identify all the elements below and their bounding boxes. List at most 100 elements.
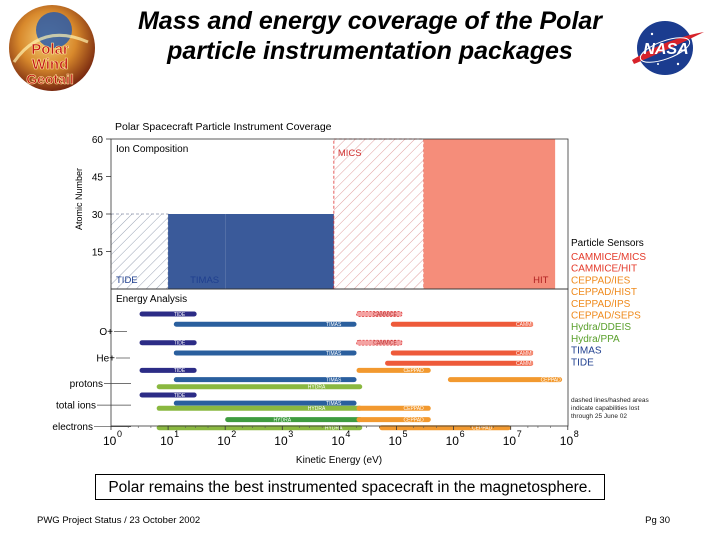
nasa-star: [650, 32, 654, 36]
energy-bar-hydra: [225, 417, 363, 423]
logo-text-wind: Wind: [32, 56, 69, 73]
species-label: total ions: [56, 401, 96, 412]
energy-bar-label: CEPPAD: [472, 426, 493, 432]
logo-text-geotail: Geotail: [26, 71, 73, 87]
coverage-region-hit: [423, 139, 556, 289]
energy-bar-label: TIMAS: [326, 322, 342, 328]
energy-bar-label: CAMMICE: [516, 361, 540, 367]
energy-bar-label: TIMAS: [326, 401, 342, 407]
caption: Polar remains the best instrumented spac…: [108, 479, 592, 496]
energy-bar-timas: [173, 400, 357, 406]
species-label: O+: [99, 327, 113, 338]
energy-bar-label: TIDE: [174, 393, 186, 399]
x-tick-label: 10: [160, 434, 174, 448]
legend-note: dashed lines/hashed areas: [571, 397, 649, 404]
energy-bar-tide: [139, 311, 197, 317]
nasa-orbit: [639, 37, 691, 63]
energy-bar-ceppad: [379, 425, 511, 431]
energy-bar-label: TIMAS: [326, 377, 342, 383]
energy-bar-ceppad: [356, 367, 431, 373]
y-tick-label: 60: [92, 135, 104, 146]
energy-bar-label: HYDRA: [308, 406, 326, 412]
y-axis-label: Atomic Number: [74, 168, 84, 230]
x-tick-label: 10: [217, 434, 231, 448]
polar-wind-geotail-logo: Polar Wind Geotail: [9, 5, 95, 91]
species-label: protons: [70, 379, 103, 390]
x-tick-label: 10: [389, 434, 403, 448]
y-tick-label: 30: [92, 210, 104, 221]
species-label: He+: [96, 354, 115, 365]
bottom-panel-subtitle: Energy Analysis: [116, 294, 187, 305]
x-axis-label: Kinetic Energy (eV): [296, 455, 382, 466]
energy-bar-cammice: [390, 350, 534, 356]
legend-entry: Hydra/PPA: [571, 334, 620, 345]
region-label: HIT: [533, 275, 549, 286]
energy-bar-tide: [139, 392, 197, 398]
legend-entry: CEPPAD/HIST: [571, 287, 637, 298]
coverage-region-timas: [225, 214, 334, 289]
legend-entry: CAMMICE/MICS: [571, 252, 646, 263]
x-tick-exponent: 5: [403, 429, 408, 439]
energy-bar-label: HYDRA: [308, 385, 326, 391]
legend-entry: TIMAS: [571, 346, 602, 357]
x-tick-exponent: 3: [288, 429, 293, 439]
legend-note: indicate capabilities lost: [571, 405, 639, 412]
energy-analysis-panel: TIDE TIMAS CAMMICE CAMMICE TIDE TIMAS CAMMICE C…: [139, 311, 563, 432]
logo-text-polar: Polar: [31, 41, 69, 58]
energy-bar-label: CEPPAD: [404, 406, 425, 412]
logo-globe: [9, 5, 95, 91]
legend-entry: CEPPAD/SEPS: [571, 311, 641, 322]
x-tick-label: 10: [103, 434, 117, 448]
ion-composition-panel: TIDE TIMAS MICS HIT: [110, 138, 556, 290]
energy-bar-timas: [173, 321, 357, 327]
region-label: TIDE: [116, 275, 138, 286]
page-number: Pg 30: [645, 515, 670, 526]
energy-bar-tide: [139, 340, 197, 346]
x-tick-exponent: 8: [574, 429, 579, 439]
x-tick-exponent: 4: [345, 429, 350, 439]
chart-title: Polar Spacecraft Particle Instrument Cov…: [115, 121, 332, 133]
legend-entry: TIDE: [571, 357, 594, 368]
x-tick-exponent: 2: [231, 429, 236, 439]
x-tick-label: 10: [331, 434, 345, 448]
x-tick-label: 10: [274, 434, 288, 448]
x-tick-exponent: 0: [117, 429, 122, 439]
energy-bar-label: CEPPAD: [541, 377, 562, 383]
energy-bar-ceppad: [447, 377, 563, 383]
energy-bar-label: CEPPAD: [404, 368, 425, 374]
energy-bar-label: HYDRA: [325, 426, 343, 432]
x-tick-label: 10: [446, 434, 460, 448]
logo-swirl: [12, 33, 89, 63]
x-tick-label: 10: [503, 434, 517, 448]
species-labels: O+ He+ protons total ions electrons: [52, 327, 131, 433]
footer-left: PWG Project Status / 23 October 2002: [37, 515, 201, 526]
energy-bar-label: CAMMICE: [516, 322, 540, 328]
energy-bar-label: CAMMICE: [373, 312, 397, 318]
energy-bar-timas: [173, 377, 357, 383]
energy-bar-label: TIMAS: [326, 351, 342, 357]
energy-bar-cammice: [385, 360, 534, 366]
x-tick-exponent: 7: [517, 429, 522, 439]
energy-bar-hydra: [156, 405, 363, 411]
energy-bar-ceppad: [356, 405, 431, 411]
energy-bar-label: TIDE: [174, 341, 186, 347]
y-tick-label: 15: [92, 248, 104, 259]
nasa-star: [657, 63, 659, 65]
x-tick-exponent: 6: [460, 429, 465, 439]
y-tick-label: 45: [92, 173, 104, 184]
nasa-logo: NASA: [632, 21, 704, 75]
energy-bar-label: TIDE: [174, 368, 186, 374]
energy-bar-hydra: [156, 384, 363, 390]
coverage-region-mics: [333, 138, 425, 290]
x-tick-exponent: 1: [174, 429, 179, 439]
region-label: MICS: [338, 148, 362, 159]
legend-entry: CAMMICE/HIT: [571, 264, 637, 275]
energy-bar-timas: [173, 350, 357, 356]
legend-entry: CEPPAD/IES: [571, 275, 631, 286]
y-axis-ticks: 60 45 30 15: [92, 135, 111, 259]
nasa-swoosh: [632, 32, 704, 64]
species-label: electrons: [52, 422, 93, 433]
caption-box: Polar remains the best instrumented spac…: [95, 474, 605, 500]
energy-bar-cammice: [356, 311, 403, 317]
nasa-star: [676, 62, 680, 66]
